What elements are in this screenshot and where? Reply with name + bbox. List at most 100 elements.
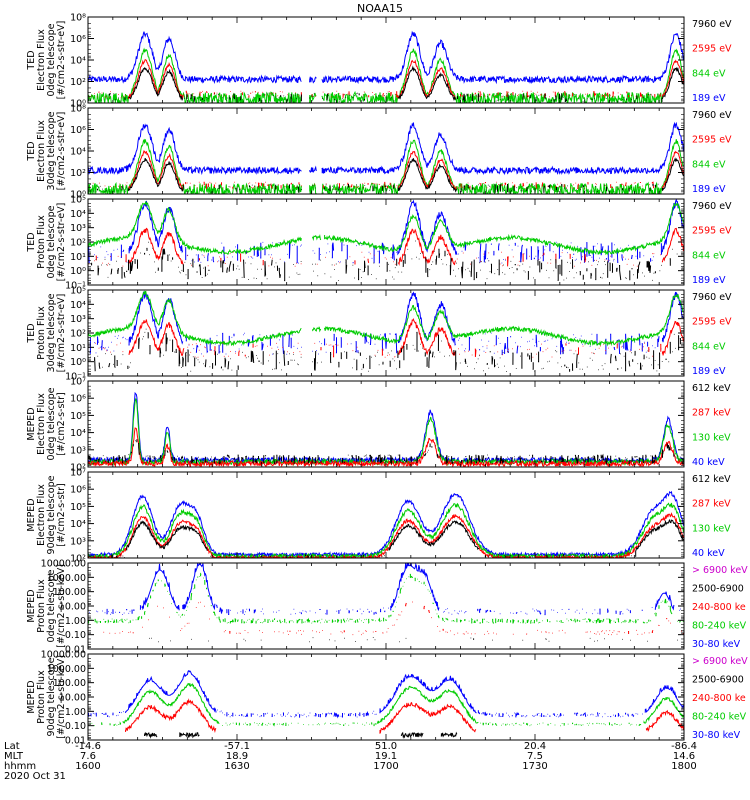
axis-row-value-lat: -57.1 [224, 741, 250, 752]
legend-entry: 844 eV [692, 250, 726, 261]
y-tick-label: 10⁶ [70, 125, 86, 136]
series-8-5 [88, 670, 684, 719]
y-tick-label: 10³ [70, 536, 86, 547]
chart-title: NOAA15 [357, 2, 403, 15]
legend-entry: 189 eV [692, 184, 726, 195]
legend-entry: > 6900 keV [692, 565, 748, 576]
series-4-2 [95, 318, 684, 358]
legend-entry: 7960 eV [692, 19, 732, 30]
y-tick-label: 0.10 [65, 630, 86, 641]
panel-8: 10000.00 1000.00 100.00 10.00 1.00 0.10 0.01ME… [26, 650, 748, 747]
legend-entry: 7960 eV [692, 292, 732, 303]
y-tick-label: 10¹ [70, 252, 86, 263]
legend-entry: 612 keV [692, 383, 731, 394]
y-tick-label: 10⁷ [70, 468, 86, 479]
axis-row-value-lat: -14.6 [75, 741, 101, 752]
legend-entry: 189 eV [692, 275, 726, 286]
axis-row-value-lat: -86.4 [671, 741, 697, 752]
axis-row-value-lat: 20.4 [524, 741, 546, 752]
y-tick-label: 10⁴ [70, 147, 86, 158]
y-tick-label: 10⁶ [70, 34, 86, 45]
series-7-2 [149, 637, 678, 643]
legend-entry: 2500-6900 [692, 675, 744, 686]
y-tick-label: 10⁵ [70, 411, 86, 422]
legend-entry: 844 eV [692, 159, 726, 170]
y-axis-label: MEPEDProton Flux90deg telescope[#/cm2-s-… [26, 655, 67, 739]
legend-entry: 7960 eV [692, 110, 732, 121]
legend-entry: 612 keV [692, 474, 731, 485]
y-tick-label: 10² [70, 463, 86, 474]
panel-frame [87, 198, 685, 286]
y-tick-label: 10⁰ [70, 266, 86, 277]
y-tick-label: 1000.00 [47, 573, 86, 584]
y-tick-label: 0.01 [65, 645, 86, 656]
y-axis-label: TEDElectron Flux0deg telescope[#/cm2-s-s… [26, 21, 67, 100]
y-tick-label: 10² [70, 77, 86, 88]
axis-row-label: Lat [4, 741, 20, 752]
series-5-3 [88, 398, 684, 467]
panel-frame [87, 289, 685, 377]
series-6-3 [88, 502, 684, 558]
axis-row-value-hhmm: 1700 [373, 761, 398, 772]
y-tick-label: 10⁻¹ [65, 281, 86, 292]
axis-row-value-mlt: 7.6 [80, 751, 96, 762]
legend-entry: 130 keV [692, 432, 731, 443]
axis-row-value-lat: 51.0 [375, 741, 397, 752]
axis-row-label: hhmm [4, 761, 36, 772]
y-axis-label: MEPEDProton Flux0deg telescope[#/cm2-s-s… [26, 564, 67, 648]
y-axis-label: TEDElectron Flux30deg telescope[#/cm2-s-… [26, 111, 67, 190]
series-6-1 [91, 518, 684, 558]
y-tick-label: 100.00 [53, 587, 86, 598]
y-tick-label: 10⁵ [70, 195, 86, 206]
axis-row-value-mlt: 14.6 [673, 751, 695, 762]
y-tick-label: 10.00 [59, 602, 86, 613]
series-5-2 [88, 427, 684, 467]
axis-row-label: MLT [4, 751, 24, 762]
y-tick-label: 10⁴ [70, 56, 86, 67]
y-tick-label: 10⁵ [70, 502, 86, 513]
series-7-5 [89, 563, 681, 616]
series-4-1 [88, 328, 681, 372]
y-tick-label: 10⁰ [70, 99, 86, 110]
y-tick-label: 10⁵ [70, 286, 86, 297]
y-tick-label: 1000.00 [47, 664, 86, 675]
y-axis-label: MEPEDElectron Flux0deg telescope[#/cm2-s… [26, 387, 67, 460]
y-tick-label: 1.00 [65, 616, 86, 627]
y-tick-label: 0.01 [65, 736, 86, 747]
series-2-4 [88, 121, 684, 176]
panel-frame [87, 562, 685, 650]
date-label: 2020 Oct 31 [4, 771, 66, 782]
y-tick-label: 10⁴ [70, 300, 86, 311]
legend-entry: 40 keV [692, 548, 725, 559]
series-6-2 [88, 512, 684, 558]
legend-entry: 2595 eV [692, 317, 732, 328]
y-axis-label: MEPEDElectron Flux90deg telescope[#/cm2-… [26, 475, 67, 554]
y-tick-label: 10⁴ [70, 428, 86, 439]
panel-frame [87, 380, 685, 468]
y-tick-label: 10³ [70, 314, 86, 325]
y-tick-label: 10⁴ [70, 519, 86, 530]
legend-entry: 189 eV [692, 366, 726, 377]
panel-7: 10000.00 1000.00 100.00 10.00 1.00 0.10 0.01ME… [26, 559, 748, 656]
legend-entry: 80-240 keV [692, 621, 747, 632]
y-tick-label: 10000.00 [41, 650, 86, 661]
y-axis-label: TEDProton Flux30deg telescope[#/cm2-s-st… [26, 293, 67, 372]
y-tick-label: 10⁰ [70, 357, 86, 368]
y-tick-label: 10² [70, 554, 86, 565]
y-tick-label: 10² [70, 238, 86, 249]
legend-entry: 2500-6900 [692, 584, 744, 595]
series-5-4 [88, 391, 684, 465]
axis-row-value-hhmm: 1630 [224, 761, 249, 772]
axis-row-value-mlt: 19.1 [375, 751, 397, 762]
legend-entry: 40 keV [692, 457, 725, 468]
axis-row-value-mlt: 7.5 [527, 751, 543, 762]
y-tick-label: 10⁸ [70, 13, 86, 24]
y-tick-label: 10⁶ [70, 394, 86, 405]
bottom-axis: LatMLThhmm-14.67.61600-57.118.9163051.01… [4, 741, 697, 782]
